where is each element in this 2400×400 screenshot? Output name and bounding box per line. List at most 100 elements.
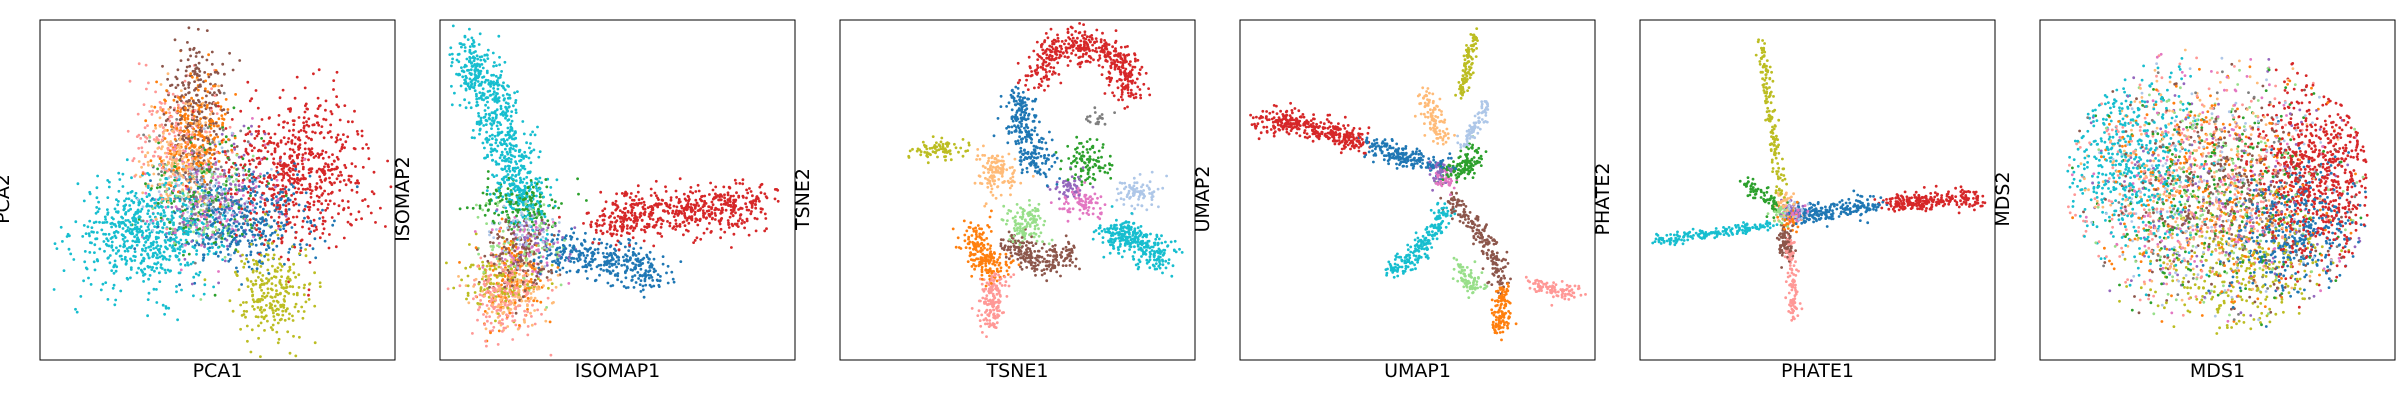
scatter-point — [207, 75, 211, 79]
scatter-point — [492, 192, 496, 196]
scatter-point — [252, 300, 256, 304]
scatter-point — [188, 190, 191, 194]
scatter-point — [295, 154, 299, 157]
scatter-point — [237, 184, 241, 188]
scatter-point — [263, 132, 267, 136]
scatter-point — [289, 170, 292, 173]
scatter-point — [549, 245, 552, 249]
scatter-point — [237, 222, 241, 226]
scatter-point — [200, 167, 204, 170]
y-axis-label: PCA2 — [0, 174, 14, 224]
scatter-point — [483, 80, 487, 84]
scatter-point — [606, 281, 610, 285]
scatter-point — [163, 233, 167, 237]
scatter-point — [609, 258, 613, 262]
scatter-point — [244, 315, 247, 319]
scatter-point — [374, 221, 377, 224]
scatter-point — [545, 276, 549, 279]
scatter-point — [110, 240, 114, 244]
scatter-point — [254, 282, 258, 286]
scatter-point — [197, 154, 200, 158]
scatter-point — [276, 191, 280, 195]
scatter-point — [156, 225, 160, 229]
scatter-point — [92, 230, 95, 234]
scatter-point — [500, 150, 504, 154]
scatter-point — [170, 83, 174, 87]
scatter-point — [153, 225, 157, 229]
scatter-point — [233, 136, 237, 140]
scatter-point — [197, 273, 201, 277]
scatter-point — [318, 236, 322, 240]
scatter-point — [293, 150, 296, 154]
scatter-point — [181, 151, 185, 155]
scatter-point — [321, 216, 325, 219]
scatter-point — [301, 316, 305, 320]
scatter-point — [122, 204, 126, 208]
scatter-point — [163, 102, 167, 105]
scatter-point — [297, 130, 301, 134]
scatter-point — [603, 207, 607, 211]
scatter-point — [156, 248, 160, 252]
scatter-point — [370, 190, 374, 194]
scatter-point — [609, 223, 612, 227]
scatter-point — [299, 239, 303, 243]
scatter-point — [235, 145, 239, 148]
scatter-point — [168, 181, 172, 184]
scatter-point — [229, 198, 233, 202]
scatter-point — [193, 109, 197, 112]
scatter-point — [284, 192, 288, 196]
scatter-point — [307, 293, 310, 297]
scatter-point — [177, 184, 181, 187]
scatter-point — [211, 112, 215, 115]
scatter-point — [200, 215, 203, 219]
scatter-point — [242, 301, 245, 304]
scatter-point — [208, 237, 211, 241]
scatter-point — [331, 153, 334, 157]
scatter-point — [304, 191, 308, 195]
scatter-point — [260, 311, 264, 314]
panel-pca: PCA1 PCA2 — [0, 0, 400, 400]
scatter-point — [144, 140, 147, 144]
scatter-point — [139, 210, 143, 213]
scatter-point — [292, 181, 295, 185]
scatter-point — [280, 210, 283, 214]
scatter-point — [208, 130, 212, 134]
scatter-point — [583, 265, 587, 268]
scatter-point — [704, 202, 708, 205]
scatter-point — [193, 167, 197, 171]
scatter-point — [482, 124, 486, 127]
scatter-point — [307, 117, 311, 121]
scatter-point — [274, 185, 277, 189]
scatter-point — [194, 63, 198, 67]
scatter-point — [97, 207, 101, 211]
scatter-point — [316, 121, 320, 125]
scatter-point — [166, 129, 169, 132]
scatter-point — [74, 307, 77, 311]
scatter-point — [309, 219, 312, 223]
scatter-point — [182, 176, 185, 179]
scatter-point — [214, 212, 218, 216]
scatter-point — [258, 236, 262, 240]
scatter-point — [337, 204, 341, 208]
scatter-point — [501, 210, 505, 214]
scatter-point — [346, 135, 350, 139]
scatter-point — [140, 146, 144, 150]
scatter-point — [147, 81, 150, 85]
scatter-point — [251, 293, 255, 297]
scatter-point — [745, 205, 748, 209]
scatter-point — [177, 133, 181, 137]
scatter-point — [194, 123, 198, 126]
scatter-point — [198, 121, 202, 124]
scatter-point — [682, 192, 686, 196]
scatter-point — [495, 257, 499, 260]
scatter-point — [197, 164, 201, 168]
scatter-point — [720, 217, 724, 220]
scatter-point — [164, 167, 168, 171]
scatter-point — [258, 227, 262, 231]
scatter-point — [308, 174, 312, 178]
scatter-point — [203, 226, 207, 230]
scatter-point — [455, 58, 459, 62]
scatter-point — [545, 242, 549, 245]
scatter-point — [328, 169, 332, 172]
scatter-point — [646, 261, 650, 264]
